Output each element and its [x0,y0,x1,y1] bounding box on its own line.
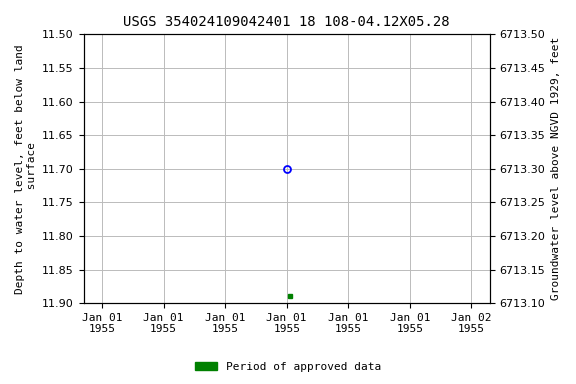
Legend: Period of approved data: Period of approved data [191,358,385,377]
Title: USGS 354024109042401 18 108-04.12X05.28: USGS 354024109042401 18 108-04.12X05.28 [123,15,450,29]
Y-axis label: Depth to water level, feet below land
 surface: Depth to water level, feet below land su… [15,44,37,294]
Y-axis label: Groundwater level above NGVD 1929, feet: Groundwater level above NGVD 1929, feet [551,37,561,300]
